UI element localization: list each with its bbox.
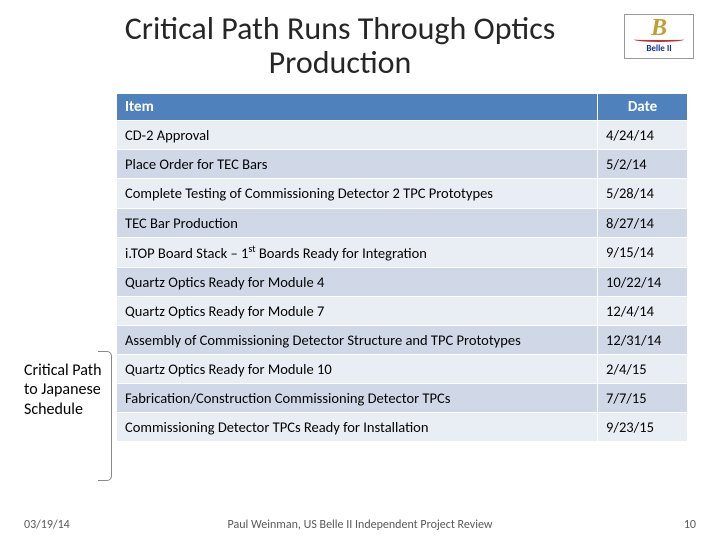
table-row: Quartz Optics Ready for Module 712/4/14: [117, 296, 688, 325]
table-row: TEC Bar Production8/27/14: [117, 208, 688, 237]
cell-date: 12/31/14: [598, 325, 688, 354]
table-row: Quartz Optics Ready for Module 410/22/14: [117, 267, 688, 296]
title-row: Critical Path Runs Through Optics Produc…: [24, 12, 696, 87]
table-row: Fabrication/Construction Commissioning D…: [117, 384, 688, 413]
cell-item: Complete Testing of Commissioning Detect…: [117, 179, 598, 208]
side-label-text: Critical Path to Japanese Schedule: [24, 361, 104, 419]
cell-item: Quartz Optics Ready for Module 7: [117, 296, 598, 325]
table-row: i.TOP Board Stack – 1st Boards Ready for…: [117, 237, 688, 267]
footer-date: 03/19/14: [24, 518, 70, 532]
cell-item: Commissioning Detector TPCs Ready for In…: [117, 413, 598, 442]
schedule-table: Item Date CD-2 Approval4/24/14Place Orde…: [116, 93, 688, 442]
footer-center: Paul Weinman, US Belle II Independent Pr…: [228, 518, 493, 532]
logo-subtitle: Belle II: [646, 43, 671, 54]
cell-item: Place Order for TEC Bars: [117, 150, 598, 179]
cell-item: CD-2 Approval: [117, 121, 598, 150]
side-label-area: Critical Path to Japanese Schedule: [24, 93, 116, 493]
table-row: Complete Testing of Commissioning Detect…: [117, 179, 688, 208]
table-row: CD-2 Approval4/24/14: [117, 121, 688, 150]
cell-date: 9/15/14: [598, 237, 688, 267]
footer-page: 10: [684, 518, 696, 532]
cell-date: 9/23/15: [598, 413, 688, 442]
table-row: Quartz Optics Ready for Module 102/4/15: [117, 355, 688, 384]
cell-date: 5/2/14: [598, 150, 688, 179]
table-row: Place Order for TEC Bars5/2/14: [117, 150, 688, 179]
cell-item: Fabrication/Construction Commissioning D…: [117, 384, 598, 413]
cell-date: 2/4/15: [598, 355, 688, 384]
cell-date: 7/7/15: [598, 384, 688, 413]
belle-logo: B Belle II: [624, 14, 694, 59]
footer: 03/19/14 Paul Weinman, US Belle II Indep…: [0, 518, 720, 532]
slide-title: Critical Path Runs Through Optics Produc…: [24, 12, 696, 87]
col-item: Item: [117, 94, 598, 121]
cell-date: 12/4/14: [598, 296, 688, 325]
cell-item: Quartz Optics Ready for Module 4: [117, 267, 598, 296]
cell-date: 5/28/14: [598, 179, 688, 208]
slide: Critical Path Runs Through Optics Produc…: [0, 0, 720, 540]
cell-item: Assembly of Commissioning Detector Struc…: [117, 325, 598, 354]
table-row: Assembly of Commissioning Detector Struc…: [117, 325, 688, 354]
cell-item: i.TOP Board Stack – 1st Boards Ready for…: [117, 237, 598, 267]
cell-date: 4/24/14: [598, 121, 688, 150]
table-header-row: Item Date: [117, 94, 688, 121]
table-row: Commissioning Detector TPCs Ready for In…: [117, 413, 688, 442]
content-area: Critical Path to Japanese Schedule Item …: [24, 93, 696, 493]
bracket-icon: [98, 351, 112, 481]
cell-date: 8/27/14: [598, 208, 688, 237]
cell-date: 10/22/14: [598, 267, 688, 296]
logo-letter: B: [651, 19, 667, 38]
cell-item: Quartz Optics Ready for Module 10: [117, 355, 598, 384]
col-date: Date: [598, 94, 688, 121]
cell-item: TEC Bar Production: [117, 208, 598, 237]
